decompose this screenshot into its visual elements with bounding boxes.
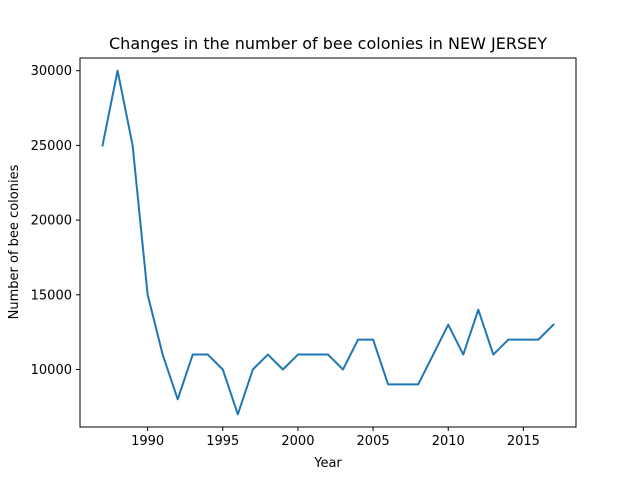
x-tick-label: 2000 — [281, 434, 314, 449]
x-tick-label: 1995 — [206, 434, 239, 449]
y-tick-label: 25000 — [31, 139, 72, 154]
plot-frame — [79, 57, 577, 428]
y-axis: 10000 15000 20000 25000 30000 — [31, 64, 80, 378]
y-tick-label: 30000 — [31, 64, 72, 79]
chart-title: Changes in the number of bee colonies in… — [109, 34, 547, 53]
y-tick-label: 20000 — [31, 214, 72, 229]
x-axis-label: Year — [313, 456, 342, 471]
y-axis-label: Number of bee colonies — [7, 164, 22, 319]
x-tick-label: 2010 — [432, 434, 465, 449]
x-tick-label: 1990 — [131, 434, 164, 449]
x-axis: 1990 1995 2000 2005 2010 2015 — [131, 427, 540, 449]
x-tick-label: 2005 — [357, 434, 390, 449]
y-tick-label: 10000 — [31, 363, 72, 378]
x-tick-label: 2015 — [507, 434, 540, 449]
series-line — [101, 69, 555, 416]
plot-area: 1990 1995 2000 2005 2010 2015 10000 15000 20000… — [31, 57, 577, 449]
series-layer — [101, 69, 555, 416]
y-tick-label: 15000 — [31, 288, 72, 303]
